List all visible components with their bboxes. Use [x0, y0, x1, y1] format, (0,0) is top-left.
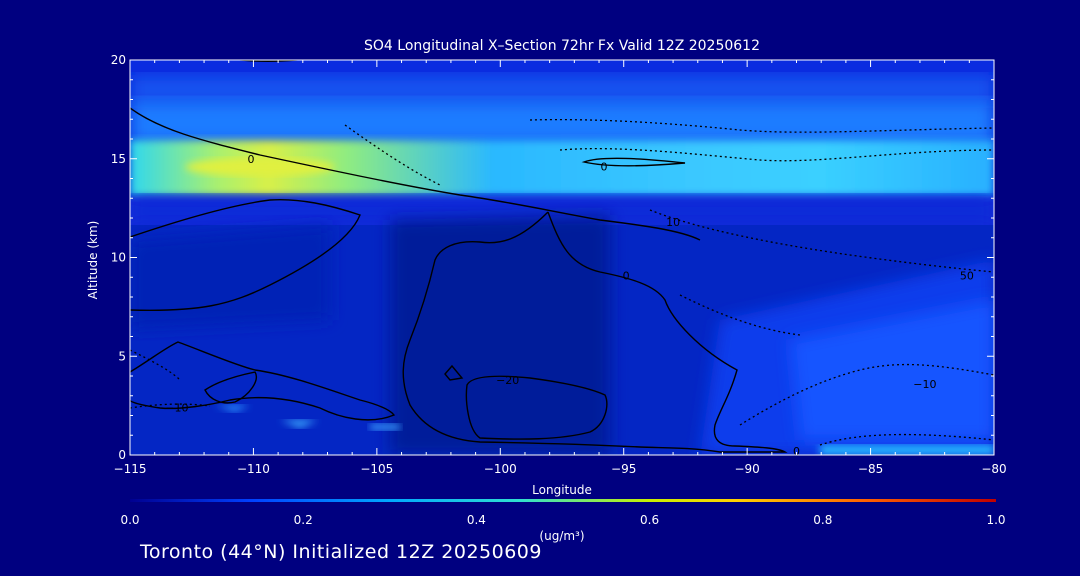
y-axis-label: Altitude (km) — [86, 221, 100, 300]
contour-label: 0 — [793, 445, 800, 458]
contour-label: −10 — [165, 402, 188, 415]
y-tick-label: 5 — [118, 349, 126, 363]
contour-label: 50 — [960, 269, 974, 282]
x-axis-label: Longitude — [532, 483, 592, 497]
contour-labels: 0 0 10 0 −20 −10 0 50 −10 — [165, 153, 974, 458]
y-tick-label: 20 — [111, 53, 126, 67]
x-tick-label: −115 — [114, 462, 147, 476]
y-tick-label: 0 — [118, 448, 126, 462]
x-tick-label: −90 — [734, 462, 759, 476]
contour-label: 10 — [666, 216, 680, 229]
x-tick-label: −105 — [360, 462, 393, 476]
contour-label: −20 — [496, 374, 519, 387]
y-tick-label: 10 — [111, 251, 126, 265]
colorbar-tick-label: 0.4 — [467, 513, 486, 527]
contour-label: 0 — [623, 269, 630, 282]
x-tick-label: −100 — [484, 462, 517, 476]
concentration-field — [130, 60, 994, 455]
colorbar-tick-label: 0.8 — [813, 513, 832, 527]
contour-label: 0 — [600, 161, 607, 174]
colorbar-tick-label: 0.0 — [120, 513, 139, 527]
y-axis: 0 5 10 15 20 — [111, 53, 994, 462]
colorbar-tick-label: 0.6 — [640, 513, 659, 527]
chart-title: SO4 Longitudinal X–Section 72hr Fx Valid… — [364, 38, 760, 54]
x-tick-label: −95 — [611, 462, 636, 476]
colorbar — [130, 499, 996, 502]
contour-label: −10 — [913, 378, 936, 391]
x-axis: −115 −110 −105 −100 −95 −90 −85 −80 — [114, 60, 1007, 476]
contour-lines — [130, 60, 994, 453]
colorbar-unit-label: (ug/m³) — [539, 529, 584, 543]
x-tick-label: −80 — [981, 462, 1006, 476]
contour-label: 0 — [247, 153, 254, 166]
initialization-footer: Toronto (44°N) Initialized 12Z 20250609 — [140, 541, 542, 563]
y-tick-label: 15 — [111, 152, 126, 166]
colorbar-tick-label: 0.2 — [294, 513, 313, 527]
x-tick-label: −85 — [858, 462, 883, 476]
x-tick-label: −110 — [237, 462, 270, 476]
colorbar-ticks: 0.0 0.2 0.4 0.6 0.8 1.0 — [120, 513, 1005, 527]
colorbar-tick-label: 1.0 — [986, 513, 1005, 527]
